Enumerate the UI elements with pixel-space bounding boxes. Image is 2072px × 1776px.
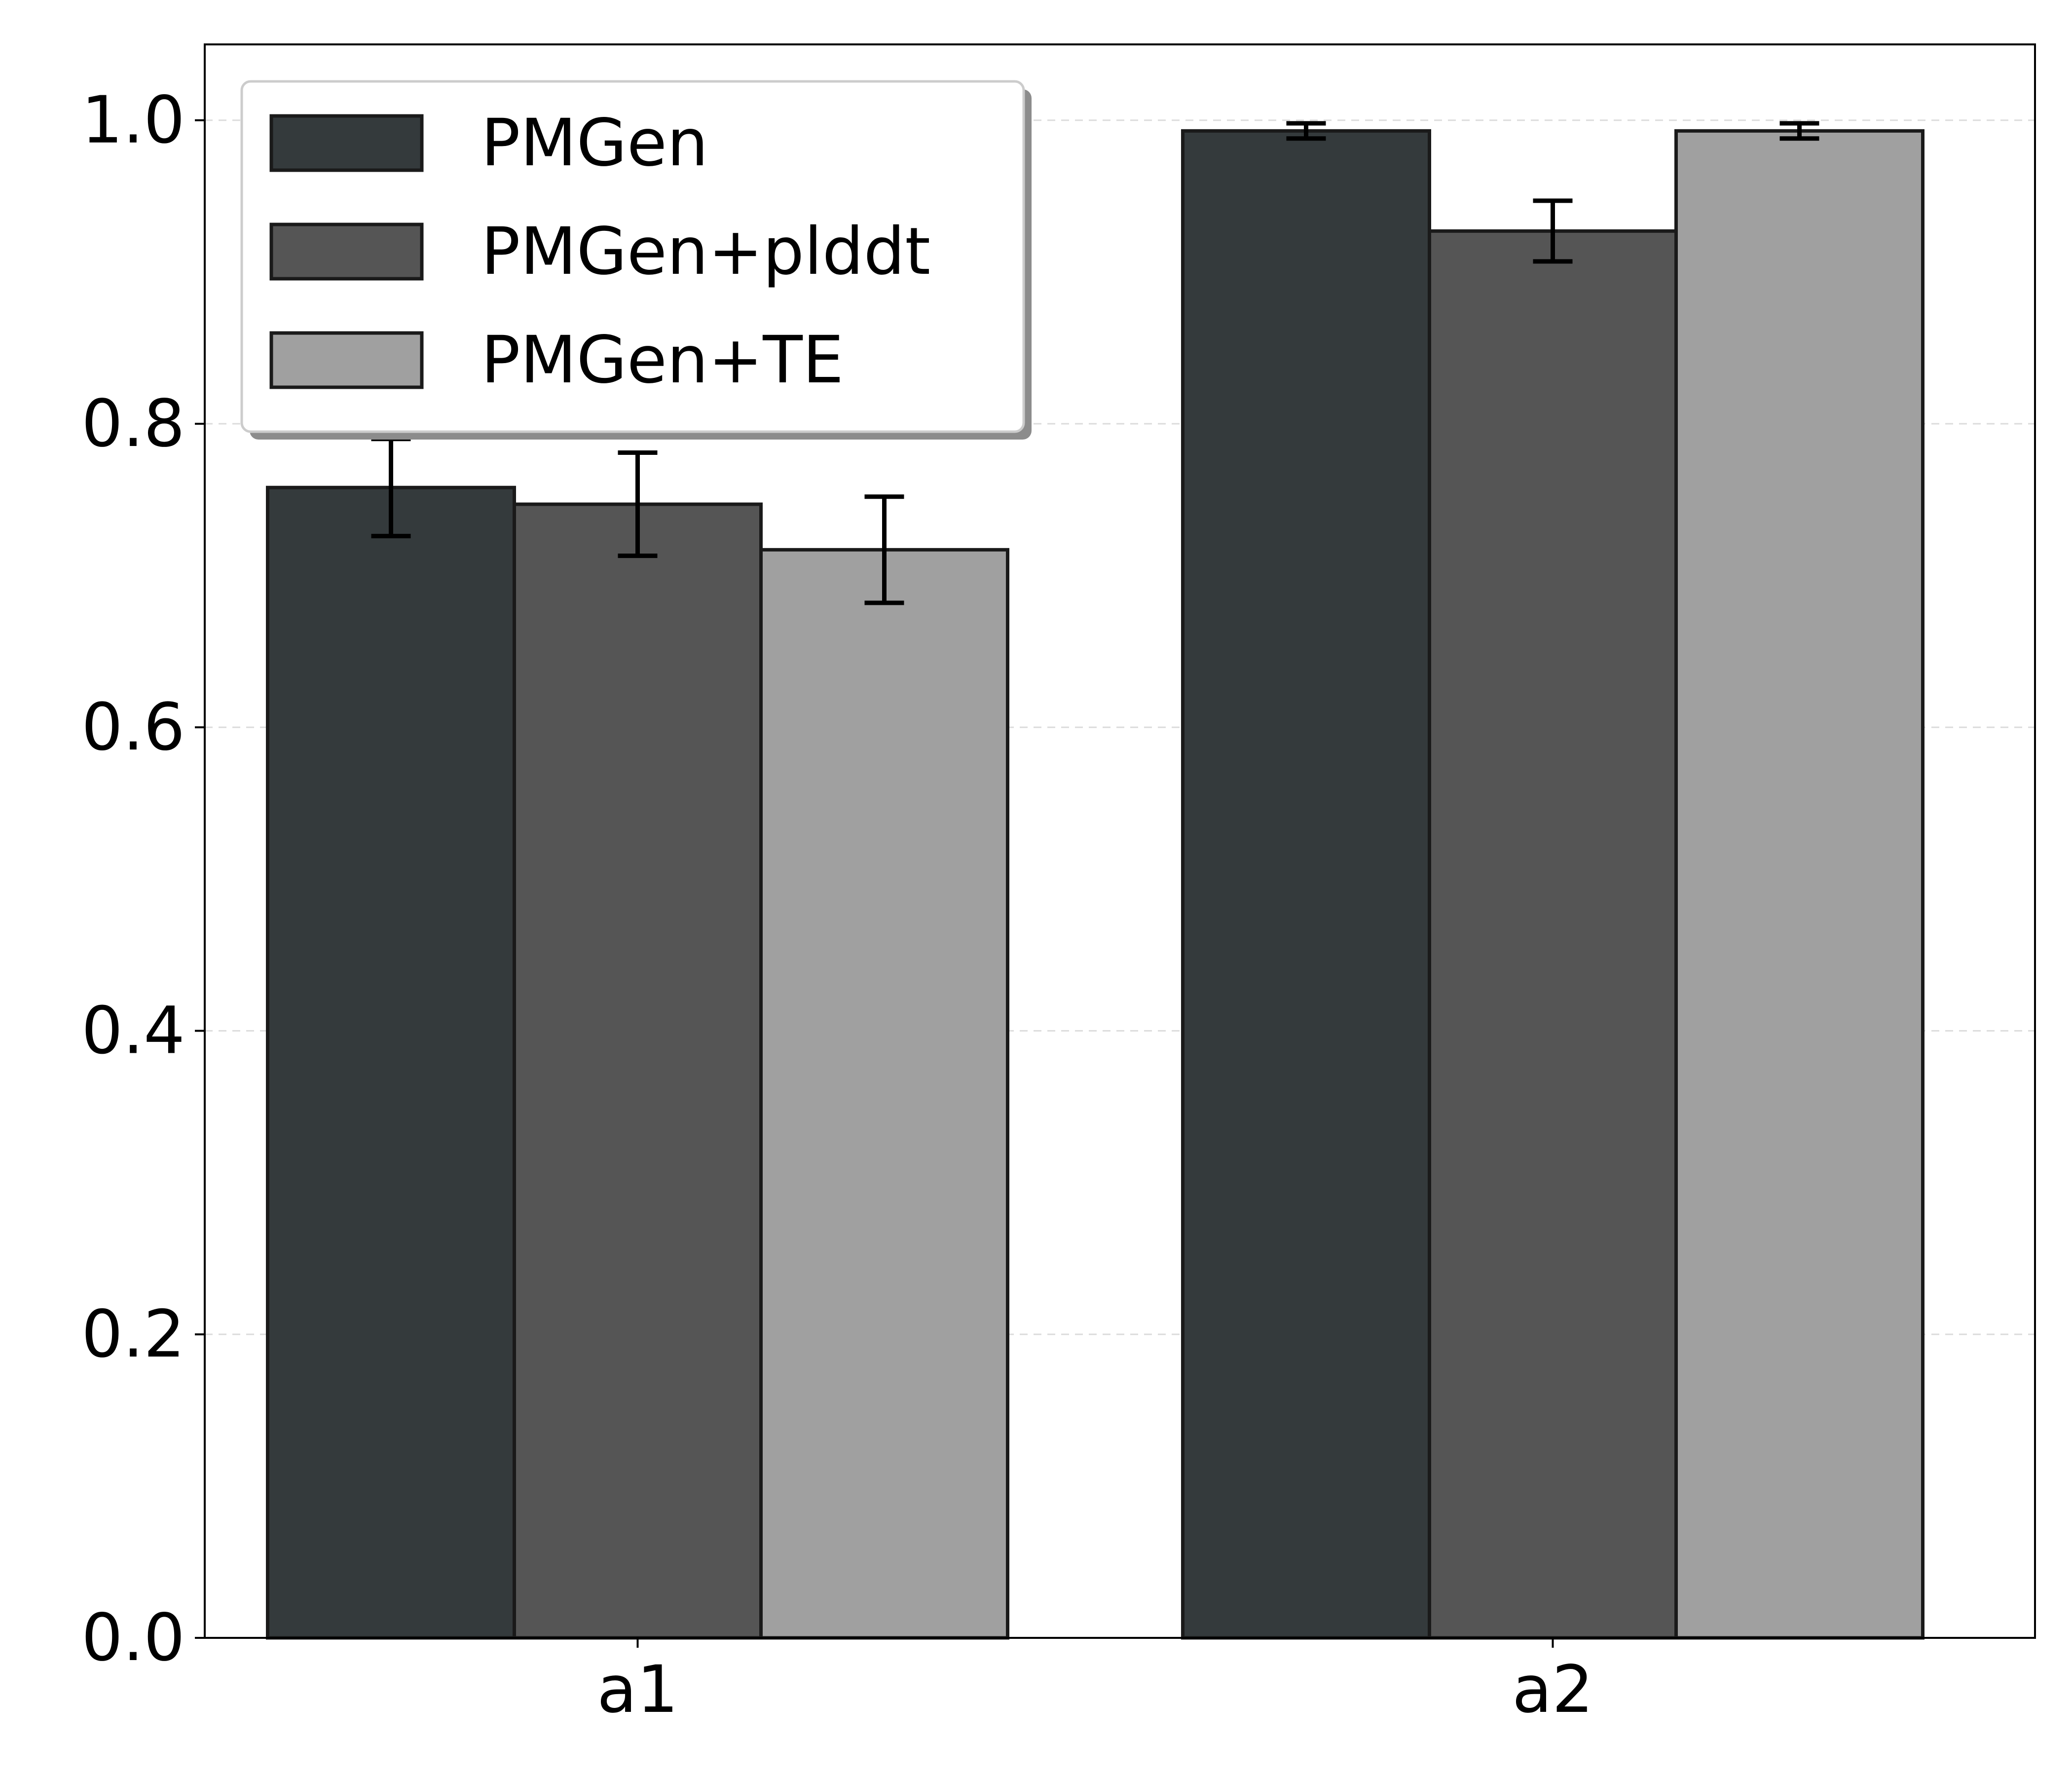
bar-pmgen-a1 — [266, 485, 516, 1640]
plot-frame — [204, 43, 2036, 1639]
legend-box — [240, 80, 1025, 433]
bar-pmgen-te-a1 — [759, 548, 1009, 1640]
legend-label: PMGen+plddt — [481, 214, 930, 290]
y-tick-label: 1.0 — [81, 82, 185, 158]
error-bars — [371, 121, 1819, 605]
y-tick-label: 0.6 — [81, 689, 185, 765]
bar-pmgen-plddt-a1 — [513, 502, 763, 1640]
legend-swatch — [269, 331, 424, 389]
x-tick-label: a2 — [1512, 1652, 1593, 1728]
bar-pmgen-te-a2 — [1674, 129, 1924, 1640]
bar-pmgen-plddt-a2 — [1428, 229, 1678, 1640]
bar-pmgen-a2 — [1181, 129, 1431, 1640]
legend-label: PMGen — [481, 105, 708, 181]
legend-swatch — [269, 114, 424, 172]
legend: PMGen PMGen+plddt PMGen+TE — [240, 80, 1032, 440]
bars — [266, 129, 1924, 1640]
x-axis: a1 a2 — [597, 1638, 1593, 1728]
y-tick-label: 0.4 — [81, 993, 185, 1069]
y-tick-label: 0.8 — [81, 386, 185, 462]
legend-swatch — [269, 222, 424, 281]
legend-label: PMGen+TE — [481, 322, 844, 398]
y-axis: 0.0 0.2 0.4 0.6 0.8 1.0 — [81, 82, 205, 1676]
y-tick-label: 0.0 — [81, 1600, 185, 1676]
x-tick-label: a1 — [597, 1652, 678, 1728]
y-tick-label: 0.2 — [81, 1296, 185, 1372]
